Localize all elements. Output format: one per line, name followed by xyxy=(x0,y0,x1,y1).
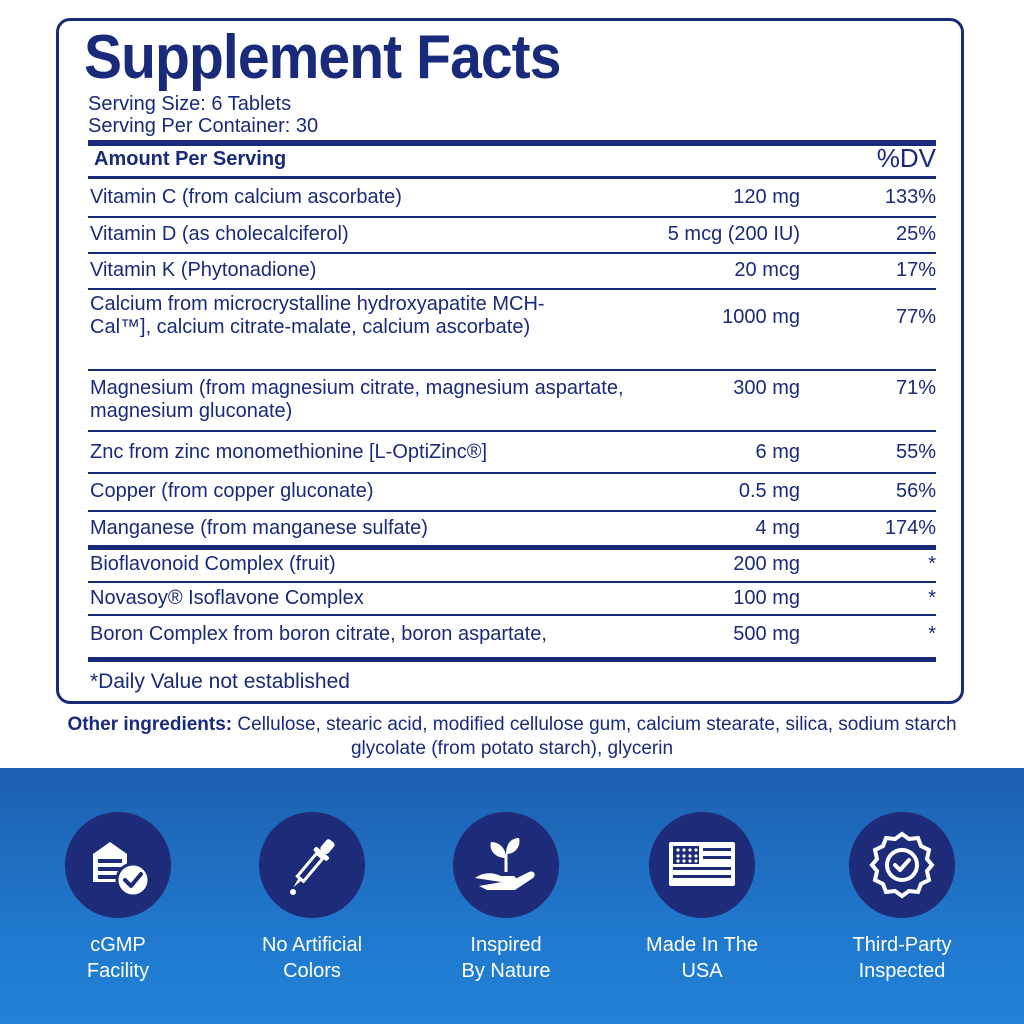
nutrient-amount: 100 mg xyxy=(733,587,800,609)
row-divider xyxy=(88,252,936,254)
nutrient-name: Calcium from microcrystalline hydroxyapa… xyxy=(90,293,545,338)
row-divider xyxy=(88,510,936,512)
badge-label-line2: Colors xyxy=(283,960,341,982)
divider-thick xyxy=(88,545,936,550)
footnote: *Daily Value not established xyxy=(90,670,350,693)
nutrient-dv: 56% xyxy=(895,480,936,502)
row-divider xyxy=(88,614,936,616)
nutrient-dv: 17% xyxy=(895,259,936,281)
nutrient-name: Copper (from copper gluconate) xyxy=(90,480,374,502)
badge-made-in-usa: Made In The USA xyxy=(612,812,792,984)
servings-per-container: Serving Per Container: 30 xyxy=(88,115,319,137)
row-divider xyxy=(88,472,936,474)
nutrient-amount: 20 mcg xyxy=(734,259,800,281)
nutrient-amount: 4 mg xyxy=(755,517,800,539)
plant-hand-icon xyxy=(453,812,559,918)
badge-label-line2: USA xyxy=(681,960,723,982)
usa-flag-icon xyxy=(649,812,755,918)
row-divider xyxy=(88,581,936,583)
nutrient-name: Vitamin K (Phytonadione) xyxy=(90,259,317,281)
divider-thick xyxy=(88,657,936,662)
badge-label-line2: By Nature xyxy=(461,960,551,982)
divider-thick xyxy=(88,140,936,146)
badge-label-line1: Inspired xyxy=(470,934,542,956)
table-header: Amount Per Serving %DV xyxy=(88,143,936,175)
nutrient-dv: 71% xyxy=(895,377,936,399)
badge-label-line1: Third-Party xyxy=(852,934,952,956)
nutrient-dv: * xyxy=(928,623,936,645)
divider xyxy=(88,176,936,179)
nutrient-dv: * xyxy=(928,587,936,609)
nutrient-dv: 77% xyxy=(895,306,936,328)
nutrient-amount: 5 mcg (200 IU) xyxy=(667,223,800,245)
page-title: Supplement Facts xyxy=(84,23,561,92)
nutrient-name: Manganese (from manganese sulfate) xyxy=(90,517,428,539)
nutrient-dv: 25% xyxy=(895,223,936,245)
nutrient-amount: 500 mg xyxy=(733,623,800,645)
nutrient-name: Vitamin D (as cholecalciferol) xyxy=(90,223,349,245)
row-divider xyxy=(88,216,936,218)
nutrient-amount: 6 mg xyxy=(755,441,800,463)
badge-third-party-inspected: Third-Party Inspected xyxy=(812,812,992,984)
nutrient-dv: 174% xyxy=(884,517,936,539)
dv-header: %DV xyxy=(876,143,936,173)
serving-size: Serving Size: 6 Tablets xyxy=(88,93,292,115)
other-ingredients: Other ingredients: Cellulose, stearic ac… xyxy=(60,713,964,761)
facility-check-icon xyxy=(65,812,171,918)
nutrient-name: Znc from zinc monomethionine [L-OptiZinc… xyxy=(90,441,488,463)
nutrient-amount: 200 mg xyxy=(733,553,800,575)
row-divider xyxy=(88,430,936,432)
nutrient-amount: 120 mg xyxy=(733,186,800,208)
supplement-facts-panel xyxy=(56,18,964,704)
nutrient-name: Boron Complex from boron citrate, boron … xyxy=(90,623,547,645)
amount-per-serving-label: Amount Per Serving xyxy=(94,148,287,170)
nutrient-name: Magnesium (from magnesium citrate, magne… xyxy=(90,377,624,422)
badge-label-line1: Made In The xyxy=(646,934,758,956)
nutrient-dv: 133% xyxy=(884,186,936,208)
row-divider xyxy=(88,369,936,371)
nutrient-name: Bioflavonoid Complex (fruit) xyxy=(90,553,336,575)
badge-inspired-by-nature: Inspired By Nature xyxy=(416,812,596,984)
nutrient-name: Novasoy® Isoflavone Complex xyxy=(90,587,364,609)
dropper-icon xyxy=(259,812,365,918)
nutrient-amount: 1000 mg xyxy=(722,306,800,328)
other-ingredients-text: Cellulose, stearic acid, modified cellul… xyxy=(232,714,957,759)
badge-label-line2: Inspected xyxy=(858,960,946,982)
badge-label-line1: cGMP xyxy=(90,934,146,956)
badge-no-artificial-colors: No Artificial Colors xyxy=(222,812,402,984)
nutrient-name: Vitamin C (from calcium ascorbate) xyxy=(90,186,402,208)
seal-check-icon xyxy=(849,812,955,918)
nutrient-amount: 300 mg xyxy=(733,377,800,399)
badge-label-line2: Facility xyxy=(86,960,150,982)
badge-band: cGMP Facility No Artificial Colors xyxy=(0,768,1024,1024)
nutrient-dv: 55% xyxy=(895,441,936,463)
nutrient-amount: 0.5 mg xyxy=(738,480,800,502)
nutrient-dv: * xyxy=(928,553,936,575)
badge-cgmp: cGMP Facility xyxy=(28,812,208,984)
row-divider xyxy=(88,288,936,290)
other-ingredients-label: Other ingredients: xyxy=(67,714,233,735)
badge-label-line1: No Artificial xyxy=(261,934,363,956)
